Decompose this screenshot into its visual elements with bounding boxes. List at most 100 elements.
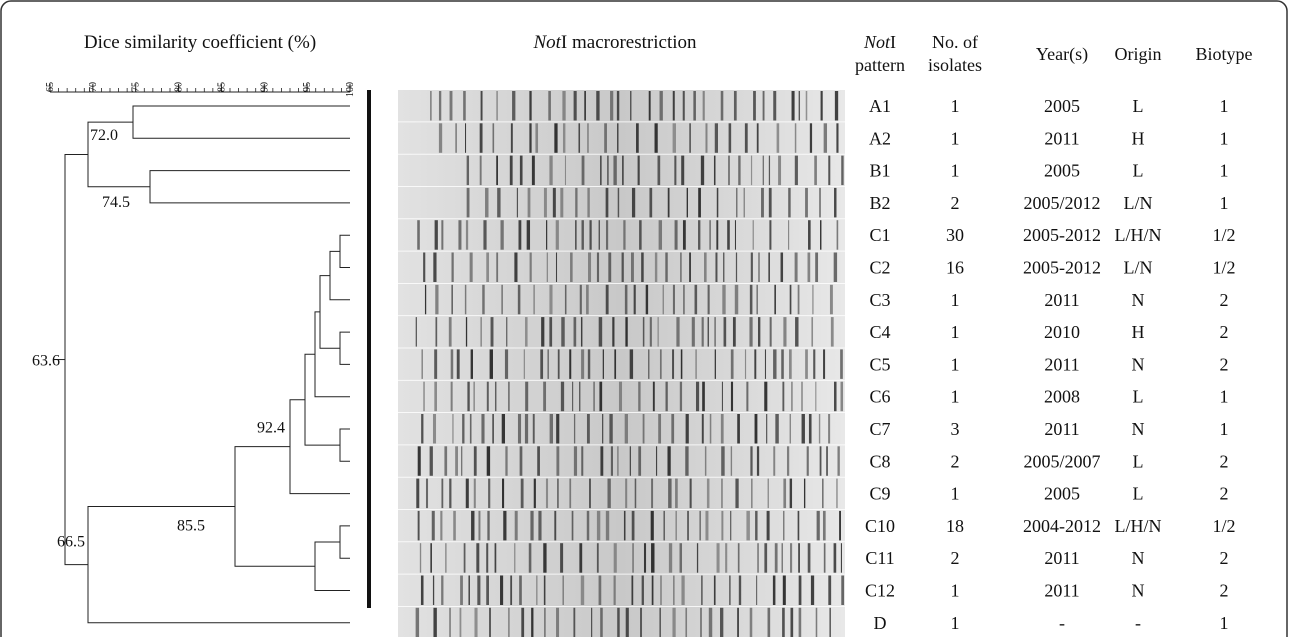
- gel-band: [766, 510, 770, 541]
- gel-band: [543, 381, 547, 412]
- tick-label: 95: [302, 82, 313, 92]
- gel-band: [783, 317, 787, 347]
- gel-band: [586, 284, 589, 315]
- gel-band: [679, 543, 683, 573]
- gel-band: [814, 155, 817, 186]
- gel-band: [533, 478, 536, 509]
- gel-band: [689, 478, 692, 509]
- gel-band: [815, 381, 817, 412]
- header-cell: Year(s): [1036, 44, 1088, 65]
- gel-band: [432, 414, 437, 444]
- table-cell: C10: [865, 516, 895, 536]
- table-cell: 2011: [1044, 128, 1079, 148]
- gel-band: [839, 510, 841, 541]
- table-cell: -: [1135, 613, 1141, 633]
- table-cell: 1: [951, 613, 960, 633]
- gel-band: [716, 187, 719, 218]
- table-cell: 2: [1220, 354, 1229, 374]
- gel-band: [417, 446, 421, 476]
- gel-band: [613, 543, 617, 573]
- table-cell: 2005-2012: [1023, 225, 1101, 245]
- gel-band: [660, 575, 662, 605]
- gel-band: [461, 446, 463, 476]
- gel-band: [468, 575, 470, 605]
- gel-band: [514, 252, 518, 282]
- gel-band: [444, 446, 448, 476]
- gel-band: [518, 220, 522, 250]
- gel-band: [823, 543, 826, 573]
- gel-band: [674, 220, 678, 250]
- gel-lane: [398, 542, 845, 574]
- gel-band: [473, 381, 475, 412]
- table-cell: 1/2: [1212, 516, 1235, 536]
- gel-band: [729, 575, 731, 605]
- gel-band: [794, 155, 798, 186]
- gel-band: [533, 284, 535, 315]
- gel-band: [772, 575, 776, 605]
- table-cell: C6: [869, 387, 890, 407]
- table-cell: 1: [951, 96, 960, 116]
- gel-band: [617, 446, 619, 476]
- gel-band: [581, 155, 585, 186]
- gel-band: [750, 252, 753, 282]
- gel-band: [789, 349, 792, 379]
- gel-band: [607, 478, 611, 509]
- gel-band: [820, 91, 823, 121]
- gel-band: [544, 607, 546, 638]
- gel-band: [473, 478, 476, 509]
- gel-band: [417, 510, 420, 541]
- gel-band: [756, 446, 760, 476]
- gel-band: [613, 155, 617, 186]
- table-cell: A1: [869, 96, 891, 116]
- gel-band: [672, 284, 675, 315]
- gel-band: [782, 381, 785, 412]
- table-cell: L/H/N: [1115, 225, 1162, 245]
- table-cell: C2: [869, 258, 890, 278]
- gel-band: [750, 155, 753, 186]
- gel-band: [529, 91, 532, 121]
- tick-label: 80: [174, 82, 185, 92]
- gel-band: [525, 381, 529, 412]
- gel-band: [709, 220, 711, 250]
- table-cell: N: [1132, 548, 1145, 568]
- gel-band: [421, 349, 423, 379]
- gel-band: [517, 284, 521, 315]
- gel-band: [819, 446, 822, 476]
- gel-band: [548, 91, 551, 121]
- gel-lane: [398, 90, 845, 122]
- gel-band: [519, 155, 523, 186]
- gel-band: [547, 349, 549, 379]
- table-cell: C11: [865, 548, 894, 568]
- gel-band: [662, 284, 664, 315]
- gel-band: [466, 187, 470, 218]
- gel-band: [587, 349, 591, 379]
- gel-band: [720, 607, 724, 638]
- gel-band: [425, 478, 429, 509]
- gel-band: [458, 220, 462, 250]
- gel-band: [434, 349, 438, 379]
- gel-band: [738, 155, 741, 186]
- gel-band: [721, 478, 723, 509]
- gel-band: [667, 187, 670, 218]
- gel-band: [833, 252, 838, 282]
- gel-band: [489, 607, 491, 638]
- gel-band: [560, 187, 564, 218]
- gel-band: [415, 607, 420, 638]
- gel-band: [714, 123, 718, 153]
- gel-band: [578, 123, 581, 153]
- gel-band: [514, 543, 516, 573]
- gel-band: [649, 317, 652, 347]
- gel-lane: [398, 606, 845, 639]
- gel-band: [573, 446, 578, 476]
- table-cell: L: [1133, 484, 1144, 504]
- tick-label: 90: [259, 82, 270, 92]
- table-cell: C3: [869, 290, 890, 310]
- gel-band: [798, 91, 801, 121]
- gel-band: [483, 220, 487, 250]
- gel-band: [503, 510, 507, 541]
- gel-band: [596, 510, 601, 541]
- gel-band: [529, 123, 532, 153]
- gel-band: [698, 187, 701, 218]
- gel-band: [727, 220, 730, 250]
- gel-band: [605, 187, 609, 218]
